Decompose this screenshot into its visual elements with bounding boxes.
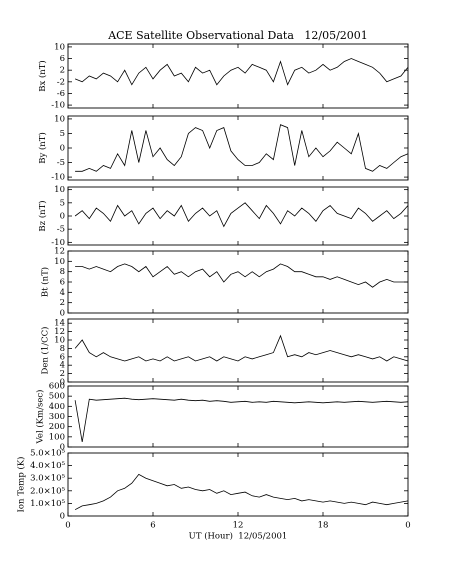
y-tick-label: 8: [60, 344, 65, 354]
y-axis-label: Bt (nT): [40, 267, 51, 297]
y-tick-label: -10: [51, 238, 65, 248]
y-tick-label: 8: [60, 267, 65, 277]
panel-frame: [67, 115, 409, 181]
y-tick-label: 1.0×10⁵: [30, 499, 65, 509]
chart-title: ACE Satellite Observational Data 12/05/2…: [107, 29, 368, 42]
x-tick-label: 6: [150, 521, 155, 531]
y-tick-label: -6: [57, 89, 65, 99]
y-tick-label: 0: [60, 378, 65, 388]
y-tick-label: -5: [57, 225, 65, 235]
y-tick-label: 5.0×10⁵: [30, 449, 65, 459]
y-tick-label: 10: [54, 185, 65, 195]
data-line: [75, 263, 408, 288]
data-line: [74, 58, 409, 86]
y-axis-label: Ion Temp (K): [16, 457, 27, 513]
y-axis-label: Bz (nT): [37, 200, 48, 231]
y-tick-label: 2: [60, 298, 65, 308]
y-tick-label: 6: [60, 278, 65, 288]
x-axis-label: UT (Hour) 12/05/2001: [189, 531, 288, 542]
data-line: [74, 473, 409, 511]
data-line: [74, 202, 409, 228]
y-tick-label: 2: [60, 66, 65, 76]
x-tick-label: 0: [65, 521, 70, 531]
y-tick-label: 10: [54, 114, 65, 124]
y-tick-label: 4: [60, 288, 65, 298]
y-tick-label: 0: [60, 512, 65, 522]
y-tick-label: 0: [60, 212, 65, 222]
y-tick-label: 6: [60, 352, 65, 362]
y-tick-label: 0: [60, 144, 65, 154]
y-tick-label: 2: [60, 369, 65, 379]
y-axis-label: Den (1/CC): [40, 327, 51, 375]
y-tick-label: 4.0×10⁵: [30, 461, 65, 471]
y-tick-label: 300: [49, 412, 65, 422]
y-tick-label: 0: [60, 443, 65, 453]
y-tick-label: -10: [51, 173, 65, 183]
y-tick-label: 400: [49, 402, 65, 412]
y-tick-label: 10: [54, 257, 65, 267]
y-tick-label: 600: [49, 382, 65, 392]
y-tick-label: 100: [49, 432, 65, 442]
y-axis-label: Bx (nT): [37, 60, 48, 92]
y-tick-label: 2.0×10⁵: [30, 486, 65, 496]
data-line: [74, 397, 409, 442]
y-tick-label: -2: [57, 77, 65, 87]
x-tick-label: 0: [405, 521, 410, 531]
y-tick-label: 10: [54, 336, 65, 346]
y-tick-label: 10: [54, 42, 65, 52]
y-tick-label: 5: [60, 129, 65, 139]
y-tick-label: -10: [51, 101, 65, 111]
y-tick-label: 14: [54, 319, 65, 329]
y-tick-label: -5: [57, 158, 65, 168]
y-axis-label: Vel (Km/sec): [34, 390, 45, 445]
x-tick-label: 18: [318, 521, 329, 531]
data-line: [75, 124, 409, 172]
y-tick-label: 6: [60, 54, 65, 64]
panel-frame: [67, 452, 409, 517]
panel-frame: [67, 385, 409, 448]
y-tick-label: 5: [60, 198, 65, 208]
y-tick-label: 500: [49, 392, 65, 402]
y-tick-label: 12: [54, 327, 65, 337]
y-tick-label: 12: [54, 247, 65, 257]
y-tick-label: 0: [60, 309, 65, 319]
panel-frame: [67, 43, 409, 109]
y-tick-label: 3.0×10⁵: [30, 474, 65, 484]
y-axis-label: By (nT): [37, 132, 48, 164]
panel-frame: [67, 250, 409, 314]
y-tick-label: 200: [49, 422, 65, 432]
y-tick-label: 4: [60, 361, 65, 371]
data-line: [74, 334, 409, 362]
panel-frame: [67, 318, 409, 383]
x-tick-label: 12: [233, 521, 244, 531]
panel-frame: [67, 186, 409, 246]
